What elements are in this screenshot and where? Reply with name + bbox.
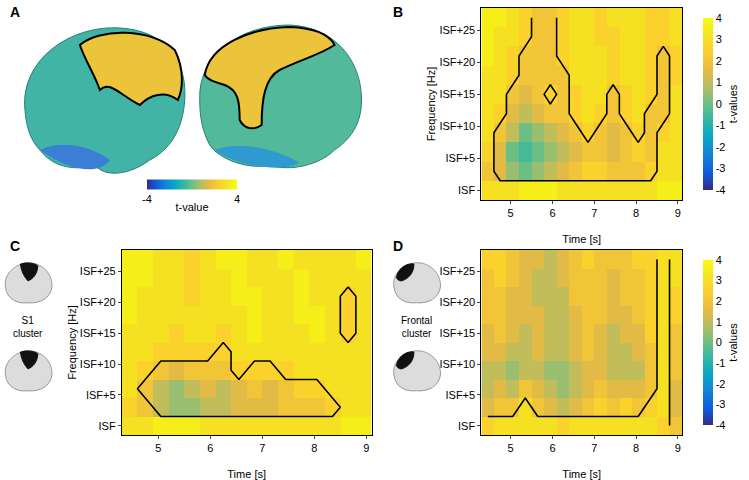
svg-text:t-values: t-values xyxy=(727,323,739,362)
svg-text:6: 6 xyxy=(549,442,555,454)
svg-text:9: 9 xyxy=(675,207,681,219)
svg-text:1: 1 xyxy=(716,316,722,328)
svg-text:Frontalcluster: Frontalcluster xyxy=(401,315,432,339)
svg-text:ISF: ISF xyxy=(99,420,116,432)
svg-text:t-value: t-value xyxy=(175,201,208,213)
svg-text:4: 4 xyxy=(716,12,722,24)
svg-text:-2: -2 xyxy=(716,378,726,390)
svg-text:Time [s]: Time [s] xyxy=(562,468,601,480)
svg-text:ISF+10: ISF+10 xyxy=(439,358,475,370)
svg-text:0: 0 xyxy=(716,336,722,348)
svg-text:ISF+15: ISF+15 xyxy=(439,88,475,100)
svg-text:B: B xyxy=(393,4,403,20)
svg-text:-4: -4 xyxy=(716,184,726,196)
svg-text:4: 4 xyxy=(234,193,240,205)
svg-text:Time [s]: Time [s] xyxy=(562,233,601,245)
svg-text:ISF+15: ISF+15 xyxy=(80,327,116,339)
svg-text:ISF+20: ISF+20 xyxy=(439,296,475,308)
svg-text:-2: -2 xyxy=(716,141,726,153)
svg-text:ISF: ISF xyxy=(458,420,475,432)
svg-text:ISF+5: ISF+5 xyxy=(86,389,116,401)
svg-text:3: 3 xyxy=(716,33,722,45)
svg-text:ISF+25: ISF+25 xyxy=(439,24,475,36)
svg-text:D: D xyxy=(393,238,403,254)
svg-text:-4: -4 xyxy=(716,419,726,431)
svg-text:-4: -4 xyxy=(142,193,152,205)
svg-text:ISF: ISF xyxy=(458,184,475,196)
svg-text:2: 2 xyxy=(716,295,722,307)
svg-text:ISF+20: ISF+20 xyxy=(439,56,475,68)
svg-text:Frequency [Hz]: Frequency [Hz] xyxy=(425,67,437,142)
svg-text:ISF+10: ISF+10 xyxy=(439,120,475,132)
svg-text:5: 5 xyxy=(508,442,514,454)
svg-text:5: 5 xyxy=(508,207,514,219)
svg-text:0: 0 xyxy=(716,98,722,110)
svg-text:t-values: t-values xyxy=(727,84,739,123)
svg-text:S1cluster: S1cluster xyxy=(13,315,43,339)
svg-text:Time [s]: Time [s] xyxy=(227,468,266,480)
svg-text:ISF+5: ISF+5 xyxy=(446,152,476,164)
svg-text:ISF+25: ISF+25 xyxy=(439,265,475,277)
svg-text:-3: -3 xyxy=(716,398,726,410)
svg-text:Frequency [Hz]: Frequency [Hz] xyxy=(66,305,78,380)
svg-text:6: 6 xyxy=(549,207,555,219)
svg-text:3: 3 xyxy=(716,274,722,286)
svg-text:ISF+20: ISF+20 xyxy=(80,296,116,308)
svg-text:ISF+25: ISF+25 xyxy=(80,265,116,277)
svg-text:4: 4 xyxy=(716,254,722,266)
svg-text:5: 5 xyxy=(155,442,161,454)
svg-text:8: 8 xyxy=(633,207,639,219)
svg-text:7: 7 xyxy=(259,442,265,454)
svg-text:-1: -1 xyxy=(716,357,726,369)
svg-text:ISF+5: ISF+5 xyxy=(446,389,476,401)
svg-text:9: 9 xyxy=(675,442,681,454)
svg-text:ISF+10: ISF+10 xyxy=(80,358,116,370)
svg-text:7: 7 xyxy=(591,207,597,219)
svg-text:7: 7 xyxy=(591,442,597,454)
svg-text:9: 9 xyxy=(363,442,369,454)
svg-text:A: A xyxy=(10,4,20,20)
svg-text:1: 1 xyxy=(716,76,722,88)
svg-text:C: C xyxy=(10,238,20,254)
svg-text:2: 2 xyxy=(716,55,722,67)
svg-text:8: 8 xyxy=(311,442,317,454)
svg-text:ISF+15: ISF+15 xyxy=(439,327,475,339)
svg-text:6: 6 xyxy=(207,442,213,454)
svg-text:-1: -1 xyxy=(716,119,726,131)
svg-text:-3: -3 xyxy=(716,162,726,174)
svg-text:8: 8 xyxy=(633,442,639,454)
